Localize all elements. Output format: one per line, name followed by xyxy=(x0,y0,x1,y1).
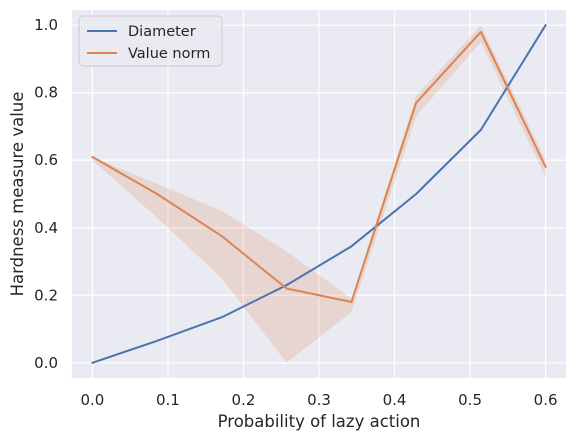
series-line xyxy=(91,30,547,304)
legend-label: Value norm xyxy=(128,46,210,62)
x-tick-label: 0.2 xyxy=(232,391,256,409)
y-tick-label: 0.0 xyxy=(34,354,58,372)
x-tick-label: 0.3 xyxy=(307,391,331,409)
y-tick-label: 0.4 xyxy=(34,219,58,237)
y-tick-label: 0.8 xyxy=(34,84,58,102)
y-tick-label: 0.6 xyxy=(34,151,58,169)
legend-label: Diameter xyxy=(128,24,196,40)
x-axis-title: Probability of lazy action xyxy=(218,412,421,431)
y-tick-label: 0.2 xyxy=(34,286,58,304)
y-axis-title: Hardness measure value xyxy=(8,92,27,297)
x-tick-label: 0.1 xyxy=(156,391,180,409)
x-tick-label: 0.4 xyxy=(383,391,407,409)
x-axis-ticks: 0.0 0.1 0.2 0.3 0.4 0.5 0.6 xyxy=(80,391,557,409)
grid-lines xyxy=(72,10,566,378)
x-tick-label: 0.6 xyxy=(534,391,558,409)
x-tick-label: 0.5 xyxy=(458,391,482,409)
series-line xyxy=(91,24,547,364)
y-axis-ticks: 0.0 0.2 0.4 0.6 0.8 1.0 xyxy=(34,16,58,372)
legend: Diameter Value norm xyxy=(78,15,223,67)
series-lines xyxy=(91,24,547,364)
y-tick-label: 1.0 xyxy=(34,16,58,34)
x-tick-label: 0.0 xyxy=(80,391,104,409)
